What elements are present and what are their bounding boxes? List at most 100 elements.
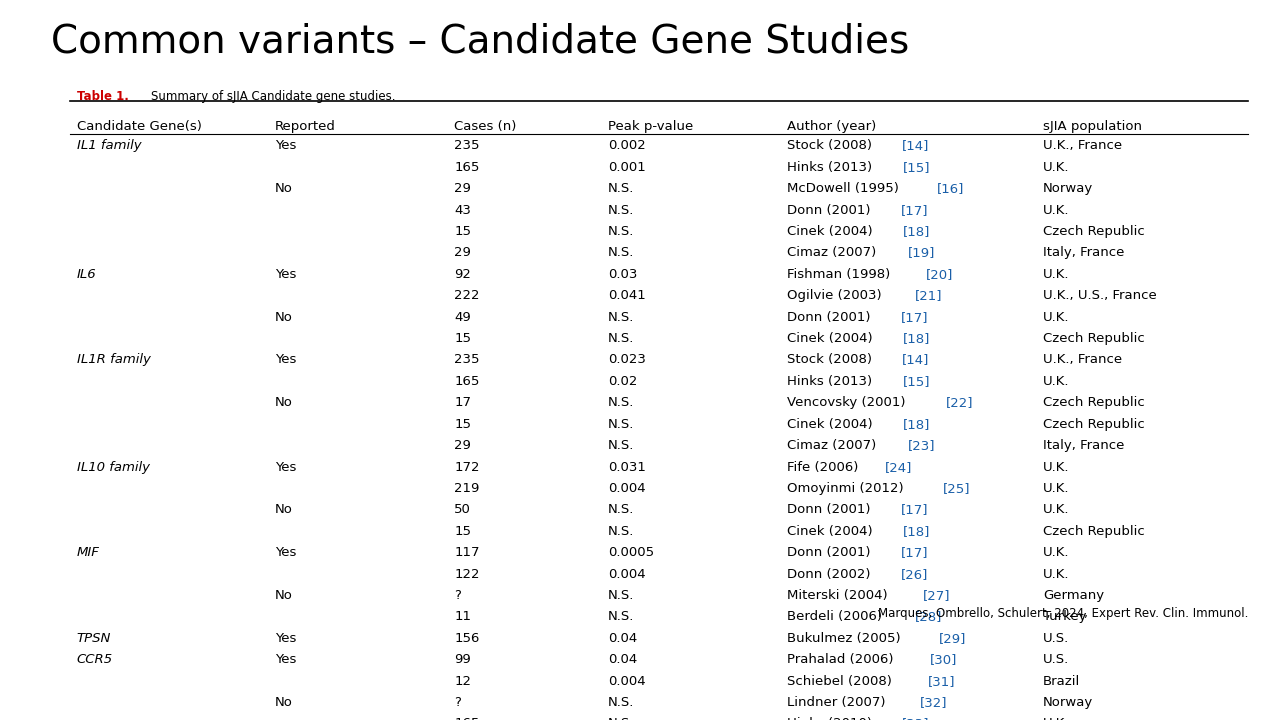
Text: N.S.: N.S. [608,611,635,624]
Text: Stock (2008): Stock (2008) [787,140,877,153]
Text: Czech Republic: Czech Republic [1043,332,1144,345]
Text: N.S.: N.S. [608,525,635,538]
Text: U.K.: U.K. [1043,375,1070,388]
Text: 0.004: 0.004 [608,567,645,580]
Text: [18]: [18] [904,525,931,538]
Text: [17]: [17] [900,310,928,324]
Text: 0.004: 0.004 [608,675,645,688]
Text: [22]: [22] [946,396,973,409]
Text: Fife (2006): Fife (2006) [787,461,863,474]
Text: Table 1.: Table 1. [77,90,129,103]
Text: 0.03: 0.03 [608,268,637,281]
Text: Cinek (2004): Cinek (2004) [787,225,877,238]
Text: N.S.: N.S. [608,396,635,409]
Text: [14]: [14] [902,354,929,366]
Text: Germany: Germany [1043,589,1105,602]
Text: 0.02: 0.02 [608,375,637,388]
Text: [14]: [14] [902,140,929,153]
Text: Donn (2002): Donn (2002) [787,567,876,580]
Text: N.S.: N.S. [608,204,635,217]
Text: N.S.: N.S. [608,332,635,345]
Text: Lindner (2007): Lindner (2007) [787,696,890,709]
Text: 235: 235 [454,140,480,153]
Text: Turkey: Turkey [1043,611,1087,624]
Text: IL1 family: IL1 family [77,140,141,153]
Text: IL6: IL6 [77,268,96,281]
Text: 222: 222 [454,289,480,302]
Text: 0.04: 0.04 [608,632,637,645]
Text: [25]: [25] [943,482,970,495]
Text: N.S.: N.S. [608,418,635,431]
Text: Czech Republic: Czech Republic [1043,525,1144,538]
Text: [30]: [30] [931,653,957,666]
Text: U.K.: U.K. [1043,718,1070,720]
Text: Donn (2001): Donn (2001) [787,503,876,516]
Text: Vencovsky (2001): Vencovsky (2001) [787,396,910,409]
Text: N.S.: N.S. [608,182,635,195]
Text: No: No [275,589,293,602]
Text: Donn (2001): Donn (2001) [787,204,876,217]
Text: 0.004: 0.004 [608,482,645,495]
Text: CCR5: CCR5 [77,653,113,666]
Text: 0.023: 0.023 [608,354,646,366]
Text: [17]: [17] [900,546,928,559]
Text: 29: 29 [454,182,471,195]
Text: Summary of sJIA Candidate gene studies.: Summary of sJIA Candidate gene studies. [151,90,396,103]
Text: 165: 165 [454,718,480,720]
Text: 156: 156 [454,632,480,645]
Text: [26]: [26] [900,567,928,580]
Text: Cinek (2004): Cinek (2004) [787,525,877,538]
Text: MIF: MIF [77,546,100,559]
Text: Czech Republic: Czech Republic [1043,225,1144,238]
Text: 12: 12 [454,675,471,688]
Text: N.S.: N.S. [608,246,635,259]
Text: U.K., U.S., France: U.K., U.S., France [1043,289,1157,302]
Text: U.S.: U.S. [1043,653,1070,666]
Text: U.K.: U.K. [1043,482,1070,495]
Text: Yes: Yes [275,632,297,645]
Text: Marques, Ombrello, Schulert, 2024, Expert Rev. Clin. Immunol.: Marques, Ombrello, Schulert, 2024, Exper… [878,606,1248,619]
Text: 17: 17 [454,396,471,409]
Text: Donn (2001): Donn (2001) [787,546,876,559]
Text: U.K.: U.K. [1043,310,1070,324]
Text: Fishman (1998): Fishman (1998) [787,268,895,281]
Text: IL1R family: IL1R family [77,354,151,366]
Text: [19]: [19] [908,246,936,259]
Text: N.S.: N.S. [608,503,635,516]
Text: Hinks (2010): Hinks (2010) [787,718,877,720]
Text: U.K., France: U.K., France [1043,140,1123,153]
Text: 50: 50 [454,503,471,516]
Text: Yes: Yes [275,461,297,474]
Text: N.S.: N.S. [608,439,635,452]
Text: U.K.: U.K. [1043,461,1070,474]
Text: Prahalad (2006): Prahalad (2006) [787,653,899,666]
Text: 29: 29 [454,439,471,452]
Text: U.K.: U.K. [1043,268,1070,281]
Text: IL10 family: IL10 family [77,461,150,474]
Text: Reported: Reported [275,120,337,133]
Text: Author (year): Author (year) [787,120,877,133]
Text: Candidate Gene(s): Candidate Gene(s) [77,120,202,133]
Text: U.K.: U.K. [1043,503,1070,516]
Text: 92: 92 [454,268,471,281]
Text: Schiebel (2008): Schiebel (2008) [787,675,896,688]
Text: U.K.: U.K. [1043,546,1070,559]
Text: No: No [275,182,293,195]
Text: [21]: [21] [915,289,942,302]
Text: Hinks (2013): Hinks (2013) [787,375,877,388]
Text: TPSN: TPSN [77,632,111,645]
Text: sJIA population: sJIA population [1043,120,1142,133]
Text: Yes: Yes [275,354,297,366]
Text: U.S.: U.S. [1043,632,1070,645]
Text: 0.0005: 0.0005 [608,546,654,559]
Text: [23]: [23] [908,439,936,452]
Text: 0.04: 0.04 [608,653,637,666]
Text: [17]: [17] [900,503,928,516]
Text: 49: 49 [454,310,471,324]
Text: Cinek (2004): Cinek (2004) [787,418,877,431]
Text: Norway: Norway [1043,696,1093,709]
Text: [31]: [31] [928,675,955,688]
Text: U.K.: U.K. [1043,161,1070,174]
Text: [28]: [28] [915,611,942,624]
Text: ?: ? [454,589,461,602]
